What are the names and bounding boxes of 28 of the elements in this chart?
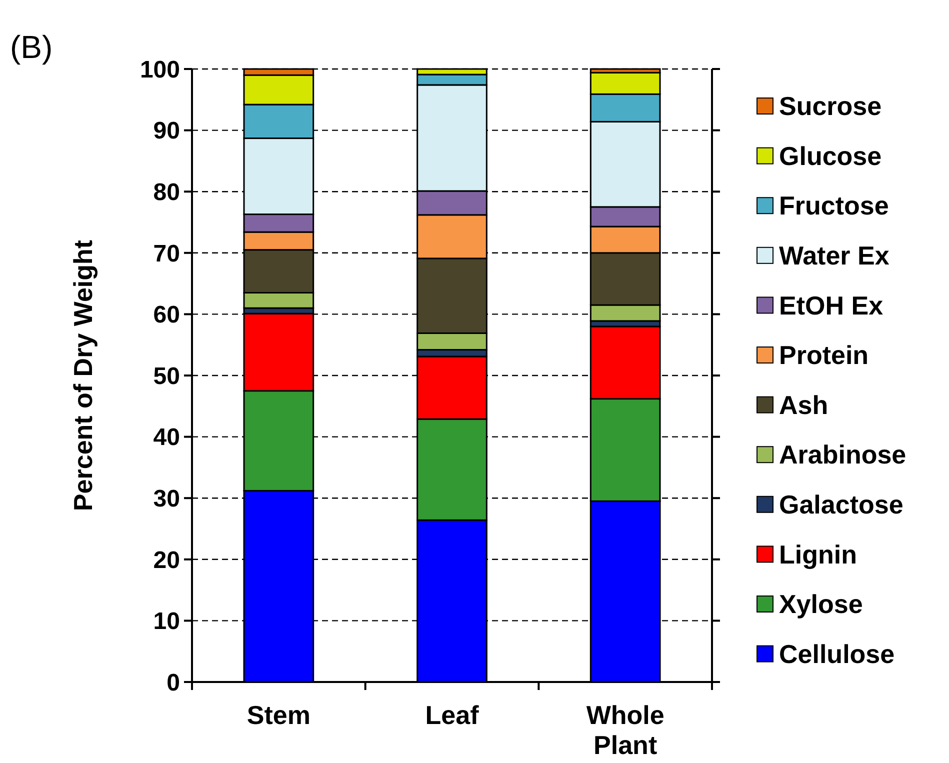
legend-label: Ash (779, 390, 828, 420)
y-tick-label: 0 (166, 669, 180, 696)
legend-label: Galactose (779, 490, 904, 520)
legend-label: EtOH Ex (779, 290, 884, 320)
legend-label: Water Ex (779, 240, 890, 270)
legend-label: Sucrose (779, 91, 882, 122)
x-tick-label: Stem (246, 700, 310, 730)
legend-label: Fructose (779, 190, 889, 221)
legend-label: Arabinose (779, 440, 906, 470)
y-tick-label: 80 (153, 179, 180, 206)
y-tick-label: 50 (153, 362, 180, 390)
y-axis-title: Percent of Dry Weight (68, 240, 98, 512)
y-tick-label: 20 (153, 546, 180, 574)
legend-label: Xylose (779, 589, 863, 620)
y-tick-label: 60 (153, 302, 180, 329)
text: (B) (10, 29, 53, 65)
y-tick-label: 100 (140, 56, 180, 84)
y-tick-label: 30 (153, 486, 180, 512)
y-tick-label: 90 (153, 118, 180, 145)
x-tick-label: Leaf (425, 700, 480, 730)
y-tick-label: 70 (153, 240, 180, 268)
legend-label: Glucose (779, 140, 882, 171)
y-tick-label: 10 (153, 608, 180, 636)
legend-label: Protein (779, 340, 869, 370)
x-tick-label: Whole Plant (586, 700, 664, 760)
y-tick-label: 40 (153, 424, 180, 452)
legend-label: Cellulose (779, 638, 895, 669)
legend-label: Lignin (779, 539, 857, 570)
